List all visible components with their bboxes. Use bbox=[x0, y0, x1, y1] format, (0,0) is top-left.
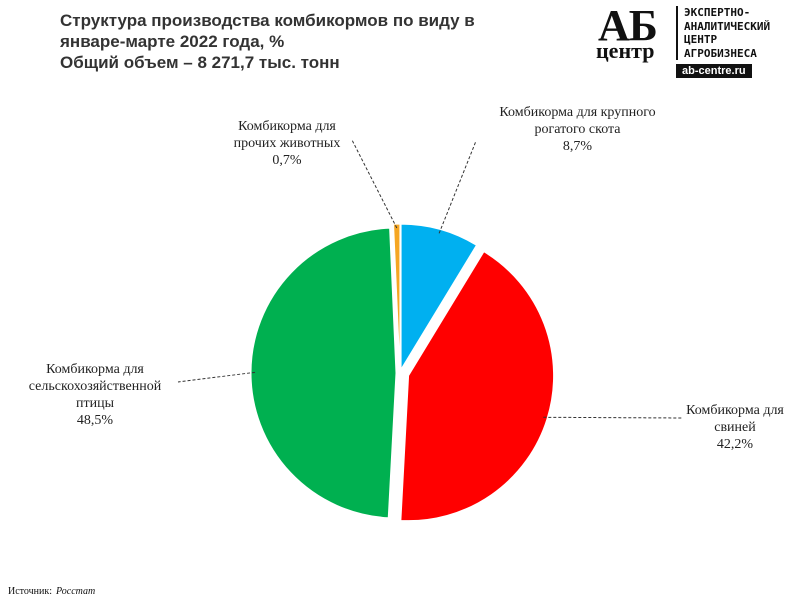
category-label: Комбикорма для свиней bbox=[686, 403, 784, 435]
leader-line bbox=[351, 139, 398, 229]
leader-line bbox=[438, 140, 477, 234]
logo-word: центр bbox=[596, 38, 655, 63]
category-label: Комбикорма для крупного рогатого скота bbox=[499, 105, 656, 137]
value-label: 0,7% bbox=[272, 153, 302, 168]
chart-subtitle: Общий объем – 8 271,7 тыс. тонн bbox=[60, 53, 340, 72]
logo-tagline-line: ЦЕНТР bbox=[684, 33, 718, 46]
value-label: 42,2% bbox=[716, 437, 754, 452]
slice-label: Комбикорма для прочих животных 0,7% bbox=[222, 118, 352, 169]
source-label: Источник: bbox=[8, 586, 53, 597]
pie-slice bbox=[400, 251, 555, 522]
source-name: Росстат bbox=[56, 586, 96, 597]
category-label: Комбикорма для сельскохозяйственной птиц… bbox=[28, 362, 162, 411]
pie-slice bbox=[393, 223, 401, 370]
logo-tagline: ЭКСПЕРТНО- АНАЛИТИЧЕСКИЙ ЦЕНТР АГРОБИЗНЕ… bbox=[684, 6, 770, 60]
value-label: 8,7% bbox=[562, 139, 593, 154]
slice-label: Комбикорма для крупного рогатого скота 8,… bbox=[480, 104, 675, 155]
leader-line bbox=[177, 371, 256, 383]
leader-line bbox=[543, 416, 683, 419]
slice-label: Комбикорма для сельскохозяйственной птиц… bbox=[10, 361, 180, 429]
logo-tagline-line: ЭКСПЕРТНО- bbox=[684, 6, 751, 19]
slice-label: Комбикорма для свиней 42,2% bbox=[675, 402, 795, 453]
pie-slice bbox=[400, 223, 478, 371]
source: Источник: Росстат bbox=[8, 586, 95, 597]
pie-slice bbox=[250, 227, 397, 519]
logo-mark: АБ bbox=[598, 1, 658, 50]
logo-divider bbox=[676, 6, 678, 60]
logo-site: ab-centre.ru bbox=[676, 64, 752, 78]
category-label: Комбикорма для прочих животных bbox=[233, 119, 341, 151]
logo-tagline-line: АГРОБИЗНЕСА bbox=[684, 46, 757, 60]
value-label: 48,5% bbox=[76, 413, 114, 428]
chart-title: Структура производства комбикормов по ви… bbox=[60, 11, 475, 51]
logo-tagline-line: АНАЛИТИЧЕСКИЙ bbox=[684, 19, 771, 33]
